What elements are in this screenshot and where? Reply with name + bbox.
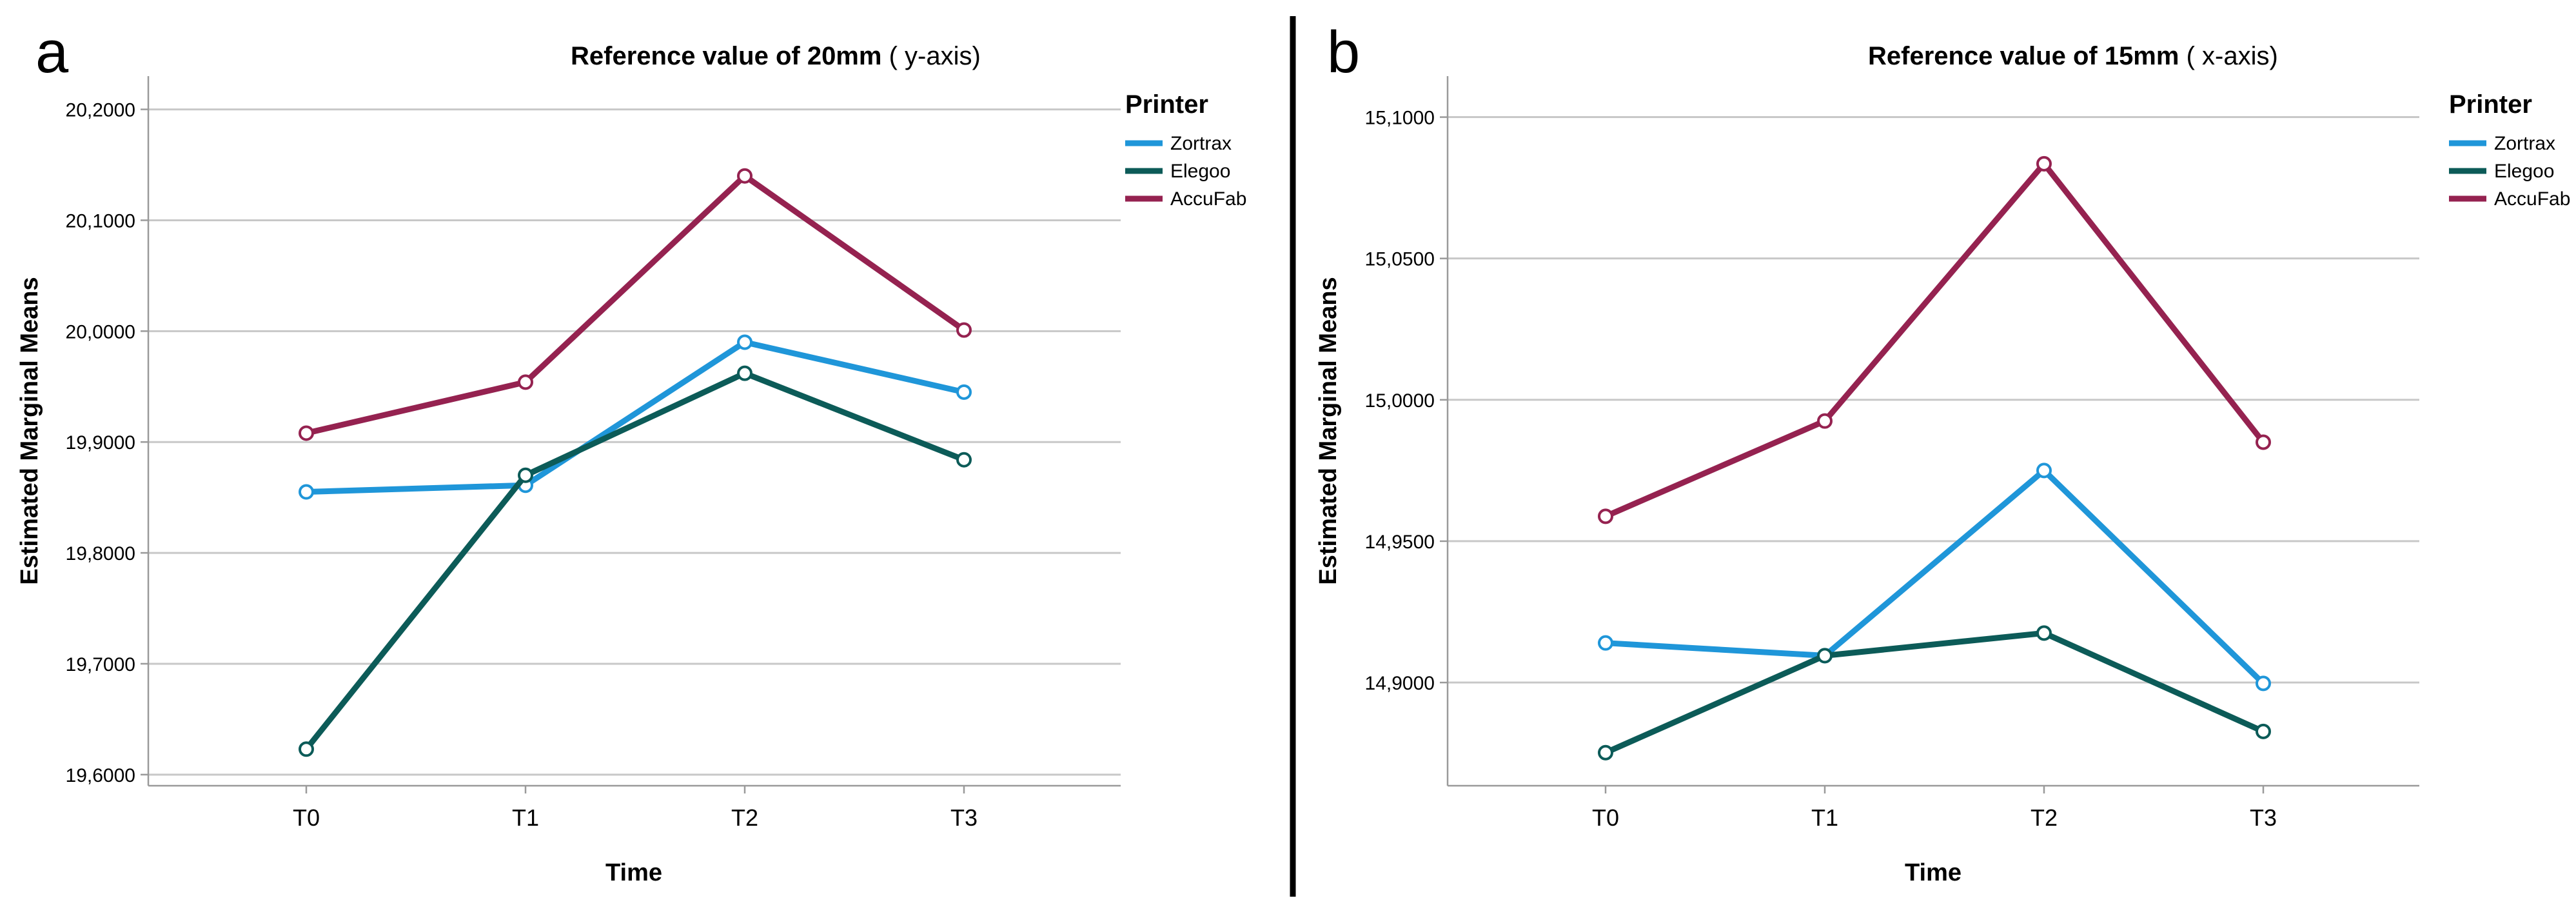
data-point-elegoo [518, 467, 533, 483]
x-axis-ticks-b: T0 T1 T2 T3 [1592, 786, 2277, 831]
series-line-zortrax [1602, 467, 2266, 686]
chart-title-b-bold: Reference value of 15mm [1868, 42, 2179, 70]
data-point-elegoo [956, 452, 972, 468]
x-axis-title-b: Time [1905, 859, 1961, 886]
data-point-elegoo [2256, 723, 2271, 739]
y-tick-label: 19,9000 [66, 432, 135, 454]
data-point-accufab [2036, 155, 2052, 172]
series-line-elegoo [1602, 630, 2266, 756]
chart-title-a-bold: Reference value of 20mm [571, 42, 881, 70]
y-tick-label: 20,1000 [66, 210, 135, 232]
x-tick-label: T0 [293, 804, 320, 831]
x-axis-title-a: Time [605, 859, 662, 886]
data-point-accufab [1598, 508, 1613, 524]
y-axis-title-b: Estimated Marginal Means [1315, 277, 1342, 584]
legend-item-zortrax: Zortrax [2449, 133, 2555, 154]
y-axis-title-a: Estimated Marginal Means [16, 277, 43, 584]
series-line-zortrax [303, 339, 967, 495]
legend-item-elegoo: Elegoo [1125, 161, 1230, 182]
legend-b: Printer Zortrax Elegoo AccuFab [2449, 90, 2570, 210]
y-tick-label: 20,0000 [66, 321, 135, 343]
chart-title-b: Reference value of 15mm ( x-axis) [1868, 42, 2278, 70]
series-zortrax [299, 334, 972, 500]
series-elegoo [1598, 625, 2271, 761]
data-point-elegoo [2036, 625, 2052, 641]
chart-title-a: Reference value of 20mm ( y-axis) [571, 42, 981, 70]
y-tick-label: 19,7000 [66, 654, 135, 675]
chart-title-a-normal: ( y-axis) [881, 42, 980, 70]
x-axis-ticks-a: T0 T1 T2 T3 [293, 786, 978, 831]
data-point-zortrax [737, 334, 752, 350]
panel-letter-b: b [1327, 19, 1360, 85]
data-point-accufab [299, 425, 314, 441]
series-line-elegoo [303, 370, 967, 752]
legend-items-a: Zortrax Elegoo AccuFab [1125, 133, 1246, 210]
chart-panel-b: b Reference value of 15mm ( x-axis) 14,9… [1315, 19, 2570, 886]
y-tick-label: 14,9500 [1365, 532, 1435, 553]
data-point-elegoo [299, 741, 314, 757]
data-point-zortrax [2256, 675, 2271, 692]
data-point-elegoo [737, 365, 752, 381]
data-point-elegoo [1817, 648, 1833, 664]
y-tick-label: 19,6000 [66, 765, 135, 786]
series-group-a [299, 168, 972, 757]
y-tick-label: 20,2000 [66, 100, 135, 121]
data-point-accufab [737, 168, 752, 184]
legend-title-b: Printer [2449, 90, 2532, 119]
y-tick-label: 15,0000 [1365, 390, 1435, 412]
panel-letter-a: a [35, 19, 69, 85]
legend-label: AccuFab [1170, 188, 1246, 210]
data-point-zortrax [299, 484, 314, 500]
data-point-zortrax [2036, 463, 2052, 479]
legend-label: Elegoo [2494, 161, 2554, 182]
chart-title-b-normal: ( x-axis) [2179, 42, 2277, 70]
legend-item-accufab: AccuFab [1125, 188, 1246, 210]
data-point-zortrax [956, 384, 972, 400]
series-accufab [299, 168, 972, 441]
legend-label: Elegoo [1170, 161, 1230, 182]
legend-title-a: Printer [1125, 90, 1208, 119]
y-tick-label: 14,9000 [1365, 673, 1435, 694]
legend-item-accufab: AccuFab [2449, 188, 2570, 210]
series-line-accufab [303, 173, 967, 436]
legend-item-elegoo: Elegoo [2449, 161, 2554, 182]
x-tick-label: T1 [512, 804, 539, 831]
y-tick-label: 15,0500 [1365, 249, 1435, 270]
legend-item-zortrax: Zortrax [1125, 133, 1232, 154]
x-tick-label: T3 [950, 804, 978, 831]
x-tick-label: T1 [1811, 804, 1838, 831]
data-point-zortrax [1598, 635, 1613, 651]
legend-a: Printer Zortrax Elegoo AccuFab [1125, 90, 1246, 210]
y-tick-label: 19,8000 [66, 543, 135, 564]
data-point-accufab [2256, 434, 2271, 450]
x-tick-label: T2 [731, 804, 758, 831]
series-accufab [1598, 155, 2271, 524]
series-group-b [1598, 155, 2271, 761]
series-elegoo [299, 365, 972, 757]
y-axis-ticks-a: 19,6000 19,7000 19,8000 19,9000 20,0000 20,10… [66, 100, 148, 786]
x-tick-label: T2 [2030, 804, 2058, 831]
x-tick-label: T3 [2250, 804, 2277, 831]
legend-label: Zortrax [2494, 133, 2555, 154]
legend-items-b: Zortrax Elegoo AccuFab [2449, 133, 2570, 210]
legend-label: Zortrax [1170, 133, 1232, 154]
x-tick-label: T0 [1592, 804, 1619, 831]
y-axis-ticks-b: 14,9000 14,9500 15,0000 15,0500 15,1000 [1365, 108, 1448, 694]
legend-label: AccuFab [2494, 188, 2570, 210]
data-point-elegoo [1598, 744, 1613, 761]
series-line-accufab [1602, 161, 2266, 519]
y-tick-label: 15,1000 [1365, 108, 1435, 129]
data-point-accufab [1817, 413, 1833, 429]
data-point-accufab [518, 374, 533, 390]
data-point-accufab [956, 322, 972, 338]
chart-panel-a: a Reference value of 20mm ( y-axis) 19,6… [16, 19, 1246, 886]
